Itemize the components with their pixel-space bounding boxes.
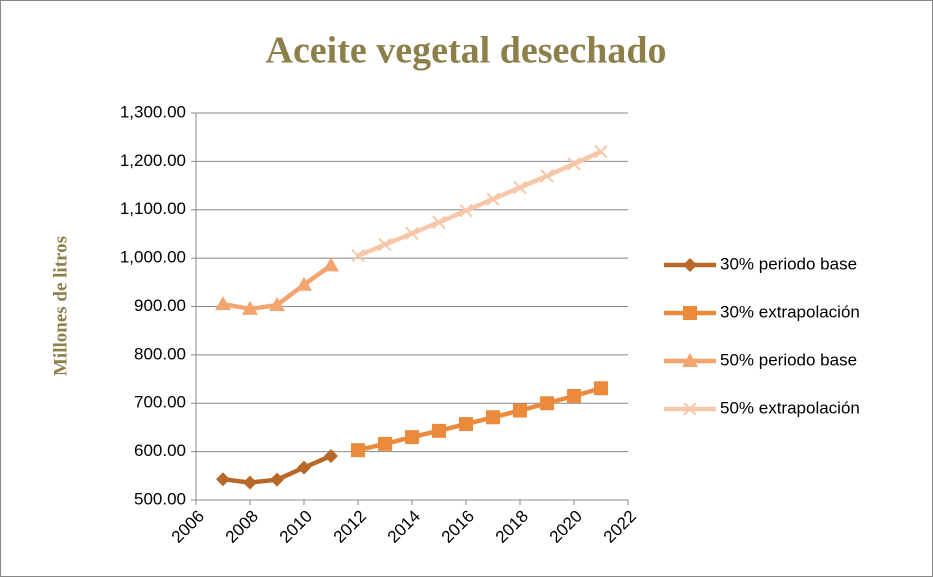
data-point bbox=[405, 430, 419, 445]
y-tick-label: 900.00 bbox=[134, 296, 186, 315]
y-tick-label: 1,000.00 bbox=[120, 248, 186, 267]
y-tick-label: 700.00 bbox=[134, 393, 186, 412]
data-point bbox=[351, 248, 365, 263]
data-point bbox=[486, 192, 500, 206]
data-point bbox=[594, 381, 608, 396]
legend-label: 50% extrapolación bbox=[720, 398, 860, 417]
data-point bbox=[540, 169, 554, 183]
data-point bbox=[215, 296, 231, 311]
data-point bbox=[432, 423, 446, 438]
legend-label: 50% periodo base bbox=[720, 350, 857, 369]
data-point bbox=[323, 257, 339, 272]
data-point bbox=[513, 180, 527, 195]
legend-label: 30% periodo base bbox=[720, 254, 857, 273]
data-point bbox=[432, 215, 446, 230]
data-point bbox=[216, 472, 230, 487]
legend-marker bbox=[683, 402, 697, 416]
data-point bbox=[594, 144, 608, 159]
y-tick-label: 500.00 bbox=[134, 489, 186, 508]
data-point bbox=[296, 276, 312, 291]
data-point bbox=[567, 157, 581, 171]
data-point bbox=[378, 436, 392, 451]
data-point bbox=[269, 297, 285, 312]
data-point bbox=[297, 460, 311, 475]
data-point bbox=[405, 226, 419, 241]
legend-label: 30% extrapolación bbox=[720, 302, 860, 321]
chart-title: Aceite vegetal desechado bbox=[266, 30, 667, 72]
y-tick-label: 800.00 bbox=[134, 344, 186, 363]
legend-marker bbox=[682, 353, 698, 367]
data-point bbox=[486, 410, 500, 425]
series-line bbox=[357, 149, 602, 258]
y-axis-label: Millones de litros bbox=[50, 236, 71, 376]
y-tick-label: 600.00 bbox=[134, 441, 186, 460]
data-point bbox=[324, 448, 338, 463]
y-tick-label: 1,300.00 bbox=[120, 102, 186, 121]
data-point bbox=[378, 237, 392, 252]
data-point bbox=[567, 388, 581, 403]
data-point bbox=[243, 475, 257, 490]
data-point bbox=[540, 396, 554, 411]
y-tick-label: 1,200.00 bbox=[120, 151, 186, 170]
y-tick-label: 1,100.00 bbox=[120, 199, 186, 218]
data-point bbox=[270, 472, 284, 487]
legend-marker bbox=[683, 306, 697, 320]
series-line bbox=[357, 386, 602, 453]
data-point bbox=[242, 300, 258, 315]
data-point bbox=[459, 204, 473, 218]
legend-marker bbox=[683, 258, 697, 272]
data-point bbox=[513, 403, 527, 418]
data-point bbox=[459, 417, 473, 432]
data-point bbox=[351, 443, 365, 458]
